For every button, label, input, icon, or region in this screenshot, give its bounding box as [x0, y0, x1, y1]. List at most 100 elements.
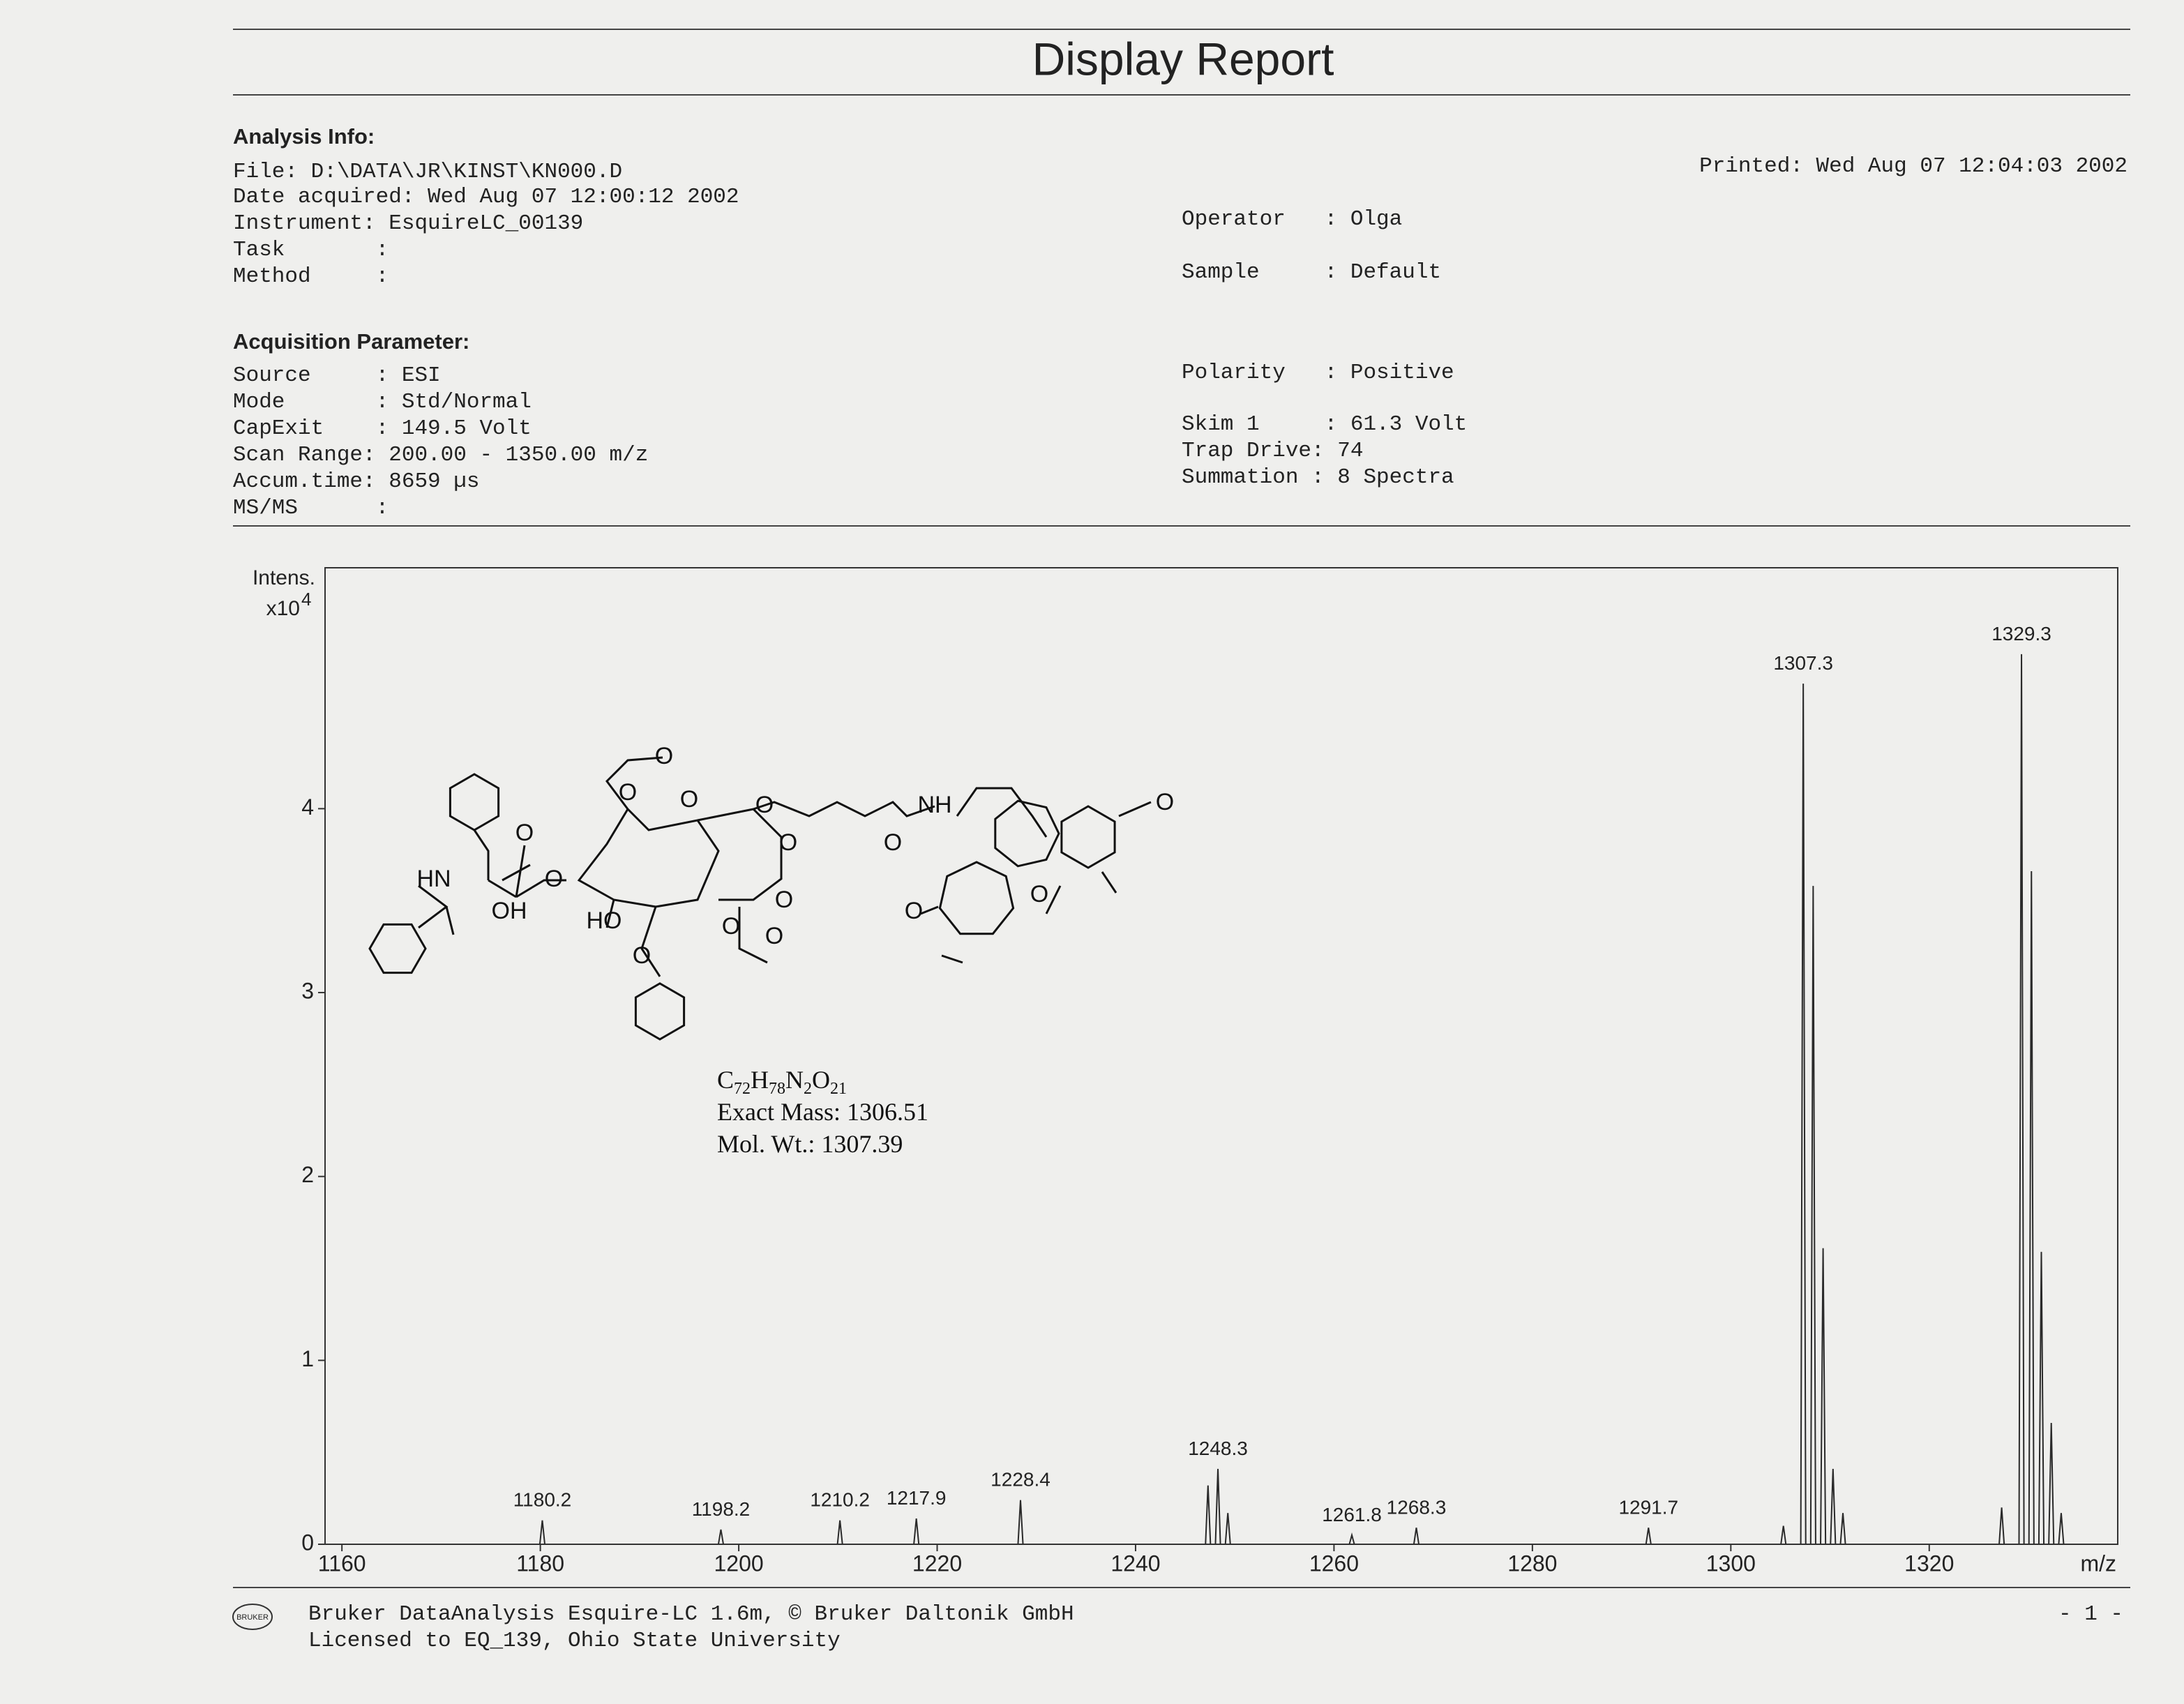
atom-label: O [884, 829, 902, 856]
y-tick-label: 1 [301, 1346, 314, 1371]
peak [1224, 1513, 1231, 1545]
ring [1060, 805, 1116, 869]
atom-label: NH [917, 792, 951, 818]
bonds [418, 829, 566, 935]
plot-frame [324, 567, 2118, 1545]
atom-label: HO [587, 907, 622, 934]
peak [1780, 1525, 1787, 1545]
y-unit-exponent: 4 [301, 589, 311, 610]
formula-part: N [785, 1066, 804, 1094]
atom-label: O [765, 923, 783, 949]
info-line: File: D:\DATA\JR\KINST\KN000.D [233, 160, 622, 184]
bonds [577, 756, 935, 977]
ring [938, 861, 1015, 935]
atom-label: HN [416, 866, 451, 892]
x-tick-label: 1300 [1706, 1551, 1756, 1576]
peak [1809, 886, 1816, 1545]
info-line: Date acquired: Wed Aug 07 12:00:12 2002 [233, 185, 739, 209]
peak [1214, 1468, 1221, 1545]
peak [836, 1520, 843, 1545]
param-line: Source : ESI [233, 363, 441, 388]
mol-weight: Mol. Wt.: 1307.39 [717, 1130, 903, 1158]
spectrum: 1160 1180 1200 1220 1240 1260 1280 1300 1320 0 1 2 3… [301, 623, 2065, 1576]
peak-label: 1248.3 [1188, 1438, 1248, 1459]
y-tick-label: 2 [301, 1162, 314, 1187]
atom-label: O [515, 820, 534, 846]
peak [539, 1520, 546, 1545]
param-line: Scan Range: 200.00 - 1350.00 m/z [233, 443, 648, 467]
atom-label: O [755, 792, 774, 818]
peak [1348, 1532, 1355, 1545]
param-line: Polarity : Positive [1182, 361, 1454, 385]
peak-label: 1180.2 [513, 1489, 572, 1511]
atom-label: O [1030, 881, 1048, 907]
peak [1830, 1468, 1837, 1545]
formula-part: H [751, 1066, 769, 1094]
param-line: Accum.time: 8659 µs [233, 469, 479, 494]
bonds [956, 787, 1048, 838]
ring [449, 773, 500, 831]
peak [1413, 1528, 1420, 1545]
formula: C72H78N2O21 [717, 1066, 847, 1098]
peak-label: 1329.3 [1991, 623, 2051, 644]
info-line: Operator : Olga [1182, 207, 1402, 232]
peak [2038, 1251, 2045, 1545]
formula-part: 78 [769, 1080, 785, 1098]
peak [1839, 1513, 1846, 1545]
atom-label: O [545, 866, 563, 892]
x-axis-label: m/z [2080, 1551, 2116, 1576]
peak [1205, 1485, 1212, 1545]
section-heading: Acquisition Parameter: [233, 329, 469, 354]
peak-label: 1217.9 [887, 1487, 947, 1509]
atom-label: O [680, 786, 698, 813]
x-tick-label: 1240 [1110, 1551, 1160, 1576]
param-line: Trap Drive: 74 [1182, 439, 1363, 463]
atom-label: O [905, 898, 923, 924]
logo-text: BRUKER [236, 1613, 269, 1622]
y-axis-label: Intens. [253, 566, 315, 589]
peak [2028, 871, 2035, 1545]
y-unit: x10 [266, 597, 300, 620]
peak [913, 1518, 920, 1545]
y-tick-label: 3 [301, 978, 314, 1003]
peak-label: 1210.2 [810, 1489, 870, 1511]
y-tick-label: 0 [301, 1530, 314, 1555]
info-line: Task : [233, 238, 389, 262]
atom-label: O [779, 829, 797, 856]
peak [1820, 1248, 1827, 1545]
peak [1800, 684, 1807, 1545]
logo [232, 1604, 273, 1630]
param-line: MS/MS : [233, 496, 389, 520]
atom-label: O [775, 887, 793, 913]
x-tick-label: 1320 [1904, 1551, 1954, 1576]
x-tick-label: 1200 [714, 1551, 763, 1576]
formula-part: 21 [830, 1080, 847, 1098]
ring [994, 799, 1060, 868]
peak [1645, 1528, 1652, 1545]
page-number: - 1 - [2058, 1602, 2123, 1627]
x-tick-label: 1220 [912, 1551, 962, 1576]
peak-label: 1228.4 [991, 1469, 1050, 1491]
peak [2048, 1422, 2055, 1545]
param-line: Skim 1 : 61.3 Volt [1182, 412, 1467, 437]
peak-label: 1307.3 [1773, 652, 1833, 674]
peak-label: 1198.2 [692, 1498, 751, 1520]
info-line: Sample : Default [1182, 260, 1441, 285]
x-tick-label: 1260 [1309, 1551, 1359, 1576]
footer-line: Bruker DataAnalysis Esquire-LC 1.6m, © B… [308, 1602, 1074, 1627]
formula-part: O [812, 1066, 830, 1094]
footer-line: Licensed to EQ_139, Ohio State Universit… [308, 1629, 841, 1653]
x-tick-label: 1280 [1507, 1551, 1557, 1576]
peak [2018, 654, 2025, 1545]
atom-label: O [1156, 789, 1174, 815]
exact-mass: Exact Mass: 1306.51 [717, 1098, 928, 1126]
param-line: CapExit : 149.5 Volt [233, 416, 532, 441]
info-line: Instrument: EsquireLC_00139 [233, 211, 583, 236]
param-line: Mode : Std/Normal [233, 390, 532, 414]
x-tick-label: 1160 [318, 1551, 366, 1576]
y-tick-label: 4 [301, 794, 314, 820]
formula-part: C [717, 1066, 734, 1094]
peak-label: 1268.3 [1387, 1496, 1447, 1518]
